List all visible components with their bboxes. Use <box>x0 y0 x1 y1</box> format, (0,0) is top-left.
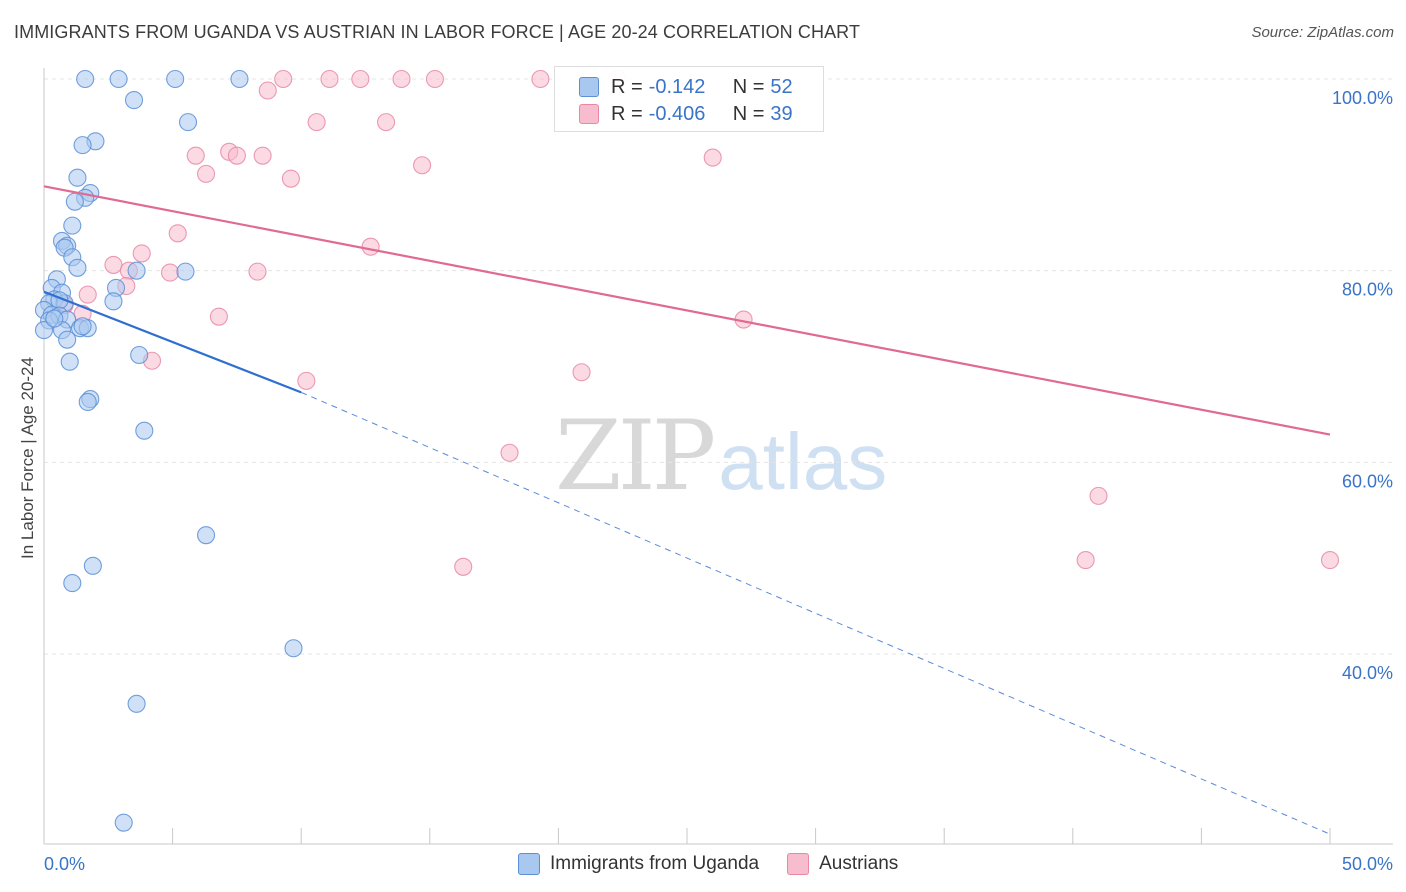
uganda-point-19 <box>176 262 195 281</box>
austrians-point-33 <box>572 363 591 382</box>
uganda-point-44 <box>196 526 216 545</box>
uganda-point-46 <box>63 574 82 593</box>
uganda-trend-extension <box>301 391 1331 835</box>
austrians-trend-line <box>43 185 1331 436</box>
uganda-point-8 <box>68 168 87 187</box>
austrians-point-11 <box>253 146 272 165</box>
austrians-point-37 <box>454 557 473 576</box>
uganda-point-37 <box>34 321 54 340</box>
legend-item-austrians[interactable]: Austrians <box>787 853 898 875</box>
austrians-point-36 <box>1076 551 1095 570</box>
austrians-point-18 <box>168 224 187 243</box>
austrians-point-9 <box>377 113 396 132</box>
uganda-point-11 <box>65 192 84 211</box>
x-tick-label-right: 50.0% <box>1342 854 1393 874</box>
uganda-point-50 <box>73 317 92 336</box>
austrians-point-21 <box>104 255 123 274</box>
austrians-point-14 <box>703 148 722 167</box>
r-value: -0.142 <box>648 75 706 98</box>
austrians-point-38 <box>1320 551 1340 570</box>
x-tick-label-left: 0.0% <box>44 854 85 874</box>
austrians-point-32 <box>297 371 316 390</box>
n-label: N = <box>732 102 765 125</box>
series-legend: Immigrants from Uganda Austrians <box>518 852 926 876</box>
n-value: 52 <box>770 75 793 98</box>
austrians-point-5 <box>531 69 550 89</box>
uganda-point-39 <box>130 345 149 365</box>
r-label: R = <box>611 102 643 125</box>
austrians-point-13 <box>227 146 246 165</box>
austrians-point-26 <box>78 285 97 304</box>
uganda-point-1 <box>109 69 128 89</box>
uganda-swatch <box>579 77 599 97</box>
austrians-point-0 <box>274 69 293 89</box>
uganda-point-7 <box>73 136 92 155</box>
stats-legend-row-uganda: R = -0.142 N = 52 <box>579 75 793 99</box>
stats-legend: R = -0.142 N = 52 R = -0.406 N = 39 <box>554 66 824 132</box>
uganda-point-43 <box>135 421 154 440</box>
austrians-point-20 <box>132 244 151 263</box>
uganda-point-18 <box>127 261 146 280</box>
uganda-point-49 <box>114 813 133 832</box>
austrians-point-23 <box>160 263 180 282</box>
austrians-point-29 <box>209 307 228 326</box>
source-label: Source: ZipAtlas.com <box>1251 24 1394 41</box>
y-tick-label-1: 80.0% <box>1342 280 1393 300</box>
uganda-point-5 <box>178 113 198 132</box>
uganda-point-28 <box>104 292 123 311</box>
uganda-point-3 <box>230 69 249 89</box>
y-axis-label: In Labor Force | Age 20-24 <box>18 357 37 559</box>
austrians-point-1 <box>320 69 339 89</box>
austrians-point-7 <box>258 81 277 100</box>
austrians-swatch <box>579 104 599 124</box>
austrians-point-19 <box>361 237 380 256</box>
austrians-point-12 <box>186 146 205 165</box>
uganda-point-2 <box>166 69 185 89</box>
legend-item-uganda[interactable]: Immigrants from Uganda <box>518 853 759 875</box>
austrians-point-17 <box>281 169 300 188</box>
legend-label-austrians: Austrians <box>819 853 899 874</box>
uganda-point-51 <box>45 309 64 328</box>
austrians-point-34 <box>500 443 519 462</box>
austrians-point-24 <box>248 262 267 281</box>
y-tick-label-2: 60.0% <box>1342 471 1393 491</box>
n-label: N = <box>732 75 765 98</box>
austrians-swatch <box>787 853 810 875</box>
uganda-point-38 <box>58 330 77 349</box>
uganda-point-48 <box>127 694 146 713</box>
austrians-point-3 <box>392 69 411 89</box>
y-tick-label-3: 40.0% <box>1342 663 1393 683</box>
uganda-point-0 <box>76 69 95 89</box>
n-value: 39 <box>770 102 793 125</box>
uganda-trend-line <box>43 290 302 394</box>
uganda-swatch <box>518 853 540 875</box>
austrians-point-35 <box>1089 486 1108 505</box>
austrians-point-4 <box>425 69 444 89</box>
austrians-point-15 <box>413 156 432 175</box>
r-label: R = <box>611 75 643 98</box>
uganda-point-4 <box>124 91 144 110</box>
uganda-point-40 <box>60 352 79 371</box>
uganda-point-12 <box>63 216 82 235</box>
y-tick-label-0: 100.0% <box>1332 88 1393 108</box>
uganda-point-45 <box>83 556 102 575</box>
stats-legend-row-austrians: R = -0.406 N = 39 <box>579 102 793 126</box>
uganda-point-47 <box>284 639 303 658</box>
r-value: -0.406 <box>648 102 706 125</box>
uganda-point-42 <box>78 392 97 412</box>
uganda-point-17 <box>68 258 87 277</box>
austrians-point-16 <box>196 164 216 183</box>
legend-label-uganda: Immigrants from Uganda <box>550 853 760 874</box>
austrians-point-2 <box>351 69 370 89</box>
austrians-point-8 <box>307 113 326 132</box>
chart-title: IMMIGRANTS FROM UGANDA VS AUSTRIAN IN LA… <box>14 22 861 42</box>
